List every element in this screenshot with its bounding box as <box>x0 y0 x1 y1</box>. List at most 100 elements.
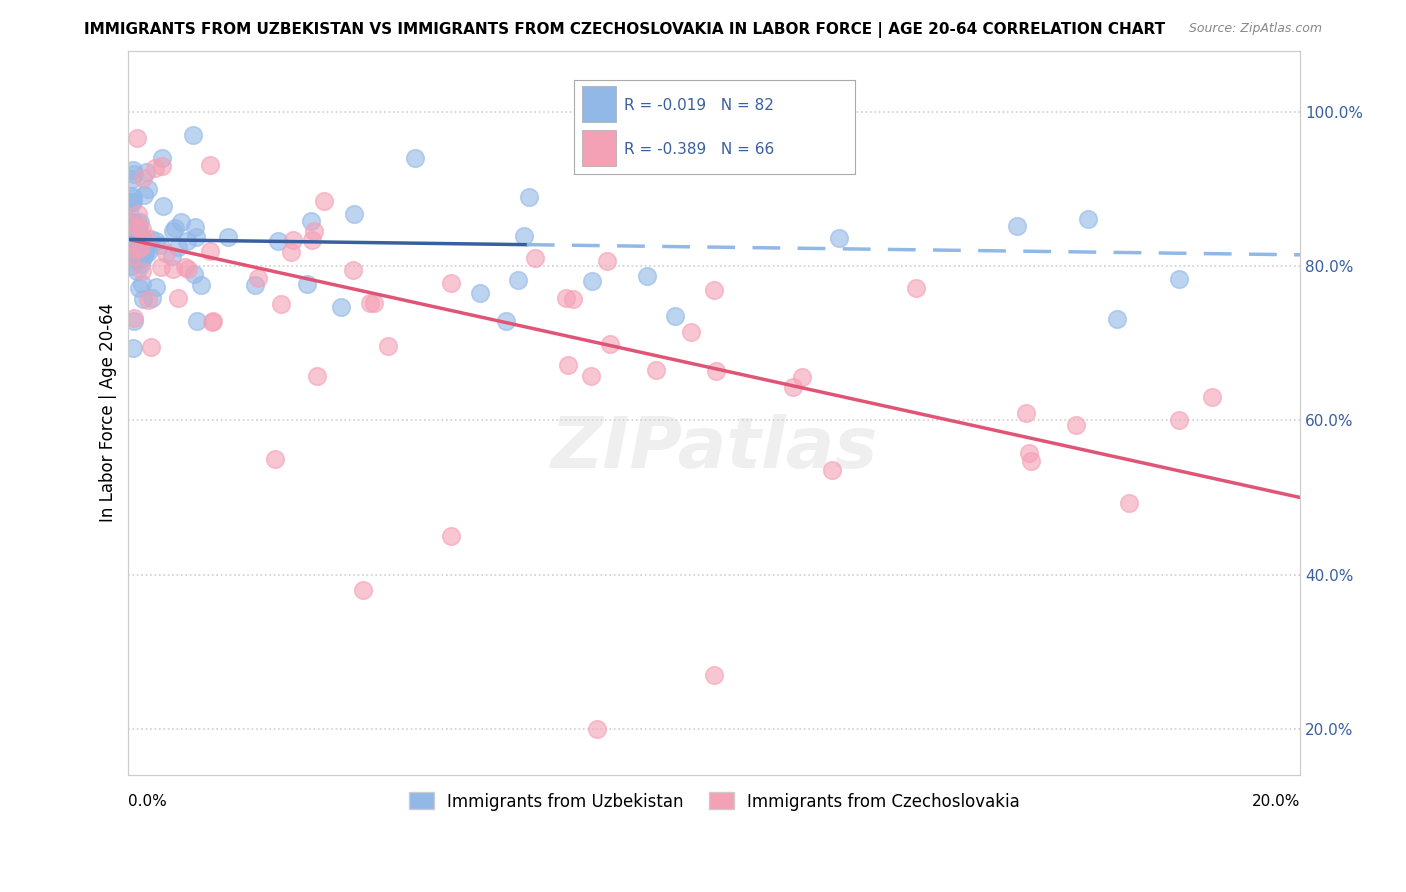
Point <box>127 242 149 256</box>
Point <box>247 271 270 285</box>
Point <box>131 264 153 278</box>
Point <box>120 260 142 274</box>
Point <box>150 260 173 275</box>
Text: ZIPatlas: ZIPatlas <box>551 415 877 483</box>
Point <box>135 230 157 244</box>
Point <box>166 240 188 254</box>
Point <box>128 226 150 240</box>
Point <box>1201 390 1223 404</box>
Point <box>302 225 325 239</box>
Point <box>124 217 146 231</box>
Point <box>704 364 727 378</box>
Point <box>904 281 927 295</box>
Point <box>121 341 143 355</box>
Point <box>132 232 155 246</box>
Point <box>145 161 167 175</box>
Point <box>703 283 725 297</box>
Point <box>1019 454 1042 468</box>
Point <box>124 226 146 240</box>
Point <box>124 167 146 181</box>
Point <box>125 250 148 264</box>
Point <box>120 208 142 222</box>
Point <box>495 314 517 328</box>
Point <box>125 240 148 254</box>
Point <box>173 260 195 274</box>
Point <box>1066 417 1088 432</box>
Point <box>198 158 221 172</box>
Point <box>1167 272 1189 286</box>
Point <box>121 188 143 202</box>
Point <box>636 268 658 283</box>
Point <box>1015 406 1038 420</box>
Point <box>555 291 578 305</box>
Point <box>138 182 160 196</box>
Point <box>163 220 186 235</box>
Point <box>512 229 534 244</box>
Point <box>166 291 188 305</box>
Point <box>128 215 150 229</box>
Point <box>1105 312 1128 326</box>
Point <box>295 277 318 291</box>
Point <box>121 214 143 228</box>
Point <box>120 250 142 264</box>
Point <box>134 238 156 252</box>
Point <box>586 722 609 736</box>
Point <box>127 207 149 221</box>
Point <box>129 230 152 244</box>
Point <box>217 230 239 244</box>
Point <box>359 296 381 310</box>
Point <box>150 159 173 173</box>
Point <box>127 216 149 230</box>
Point <box>243 277 266 292</box>
Text: Source: ZipAtlas.com: Source: ZipAtlas.com <box>1188 22 1322 36</box>
Point <box>176 234 198 248</box>
Point <box>267 234 290 248</box>
Point <box>280 245 302 260</box>
Point <box>152 199 174 213</box>
Point <box>198 244 221 259</box>
Point <box>139 232 162 246</box>
Point <box>122 163 145 178</box>
Point <box>122 311 145 326</box>
Point <box>581 274 603 288</box>
Point <box>352 582 374 597</box>
Point <box>139 340 162 354</box>
Point <box>136 293 159 308</box>
Point <box>270 297 292 311</box>
Point <box>264 452 287 467</box>
Point <box>1005 219 1028 233</box>
Point <box>181 128 204 143</box>
Point <box>363 296 385 310</box>
Point <box>120 233 142 247</box>
Point <box>200 315 222 329</box>
Point <box>136 244 159 259</box>
Point <box>1118 496 1140 510</box>
Point <box>299 213 322 227</box>
Point <box>703 667 725 681</box>
Point <box>149 238 172 252</box>
Text: IMMIGRANTS FROM UZBEKISTAN VS IMMIGRANTS FROM CZECHOSLOVAKIA IN LABOR FORCE | AG: IMMIGRANTS FROM UZBEKISTAN VS IMMIGRANTS… <box>84 22 1166 38</box>
Point <box>131 277 153 291</box>
Point <box>122 191 145 205</box>
Point <box>120 219 142 233</box>
Text: 0.0%: 0.0% <box>128 794 167 809</box>
Point <box>377 338 399 352</box>
Point <box>141 291 163 305</box>
Point <box>1167 413 1189 427</box>
Point <box>184 230 207 244</box>
Point <box>664 309 686 323</box>
Point <box>177 261 200 276</box>
Point <box>128 281 150 295</box>
Point <box>329 300 352 314</box>
Point <box>134 244 156 259</box>
Point <box>152 151 174 165</box>
Point <box>645 363 668 377</box>
Y-axis label: In Labor Force | Age 20-64: In Labor Force | Age 20-64 <box>100 303 117 523</box>
Point <box>145 234 167 248</box>
Point <box>121 194 143 209</box>
Point <box>508 273 530 287</box>
Point <box>124 252 146 266</box>
Point <box>121 172 143 186</box>
Point <box>128 252 150 267</box>
Point <box>127 264 149 278</box>
